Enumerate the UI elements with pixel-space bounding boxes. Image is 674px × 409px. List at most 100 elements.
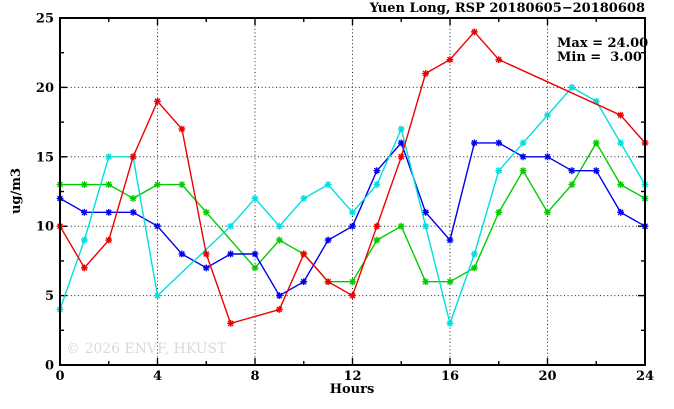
x-tick-label: 8 [250, 369, 259, 384]
y-tick-label: 25 [36, 12, 54, 27]
marker-cyan [300, 195, 308, 202]
marker-blue [202, 264, 210, 272]
marker-red [470, 28, 478, 36]
series-red [56, 28, 649, 327]
marker-blue [495, 139, 503, 147]
marker-green [519, 167, 527, 175]
marker-blue [544, 153, 551, 161]
x-tick-label: 12 [343, 369, 361, 384]
watermark: © 2026 ENVF, HKUST [66, 341, 227, 357]
y-tick-label: 5 [45, 289, 54, 304]
marker-cyan [422, 222, 430, 230]
series-line-red [59, 30, 646, 325]
marker-green [446, 278, 454, 286]
series-cyan [56, 84, 649, 327]
marker-green [617, 181, 625, 188]
marker-cyan [470, 250, 478, 258]
y-tick-label: 20 [36, 81, 54, 96]
marker-blue [349, 222, 356, 230]
marker-blue [105, 208, 113, 216]
marker-red [495, 56, 503, 64]
marker-green [592, 139, 600, 147]
marker-red [178, 125, 186, 133]
marker-green [470, 264, 478, 272]
marker-green [251, 264, 259, 272]
marker-red [275, 306, 283, 313]
marker-cyan [324, 181, 332, 188]
x-tick-label: 20 [538, 369, 556, 384]
y-tick-label: 15 [36, 150, 54, 165]
marker-blue [422, 208, 430, 216]
marker-red [397, 153, 405, 161]
x-tick-label: 4 [153, 369, 162, 384]
marker-green [275, 236, 283, 244]
marker-red [80, 264, 88, 272]
data-series [56, 28, 649, 327]
axis-tick-labels: 0 4 8 12 16 20 24 0 5 10 15 20 25 [36, 12, 654, 385]
marker-green [154, 181, 161, 188]
marker-red [324, 278, 332, 286]
x-axis-label: Hours [330, 382, 375, 397]
marker-green [105, 181, 113, 188]
marker-blue [129, 208, 137, 216]
marker-cyan [373, 181, 381, 188]
marker-blue [617, 208, 625, 216]
gridlines [60, 18, 645, 365]
marker-cyan [227, 222, 235, 230]
marker-cyan [495, 167, 503, 175]
marker-cyan [80, 236, 88, 244]
legend-max-label: Max = 24.00 [557, 36, 648, 51]
marker-blue [251, 250, 259, 258]
marker-green [129, 195, 137, 202]
axis-ticks [59, 17, 646, 366]
marker-green [544, 208, 551, 216]
marker-red [373, 222, 381, 230]
marker-green [373, 236, 381, 244]
marker-green [397, 222, 405, 230]
marker-green [349, 278, 356, 286]
marker-blue [154, 222, 161, 230]
series-blue [56, 139, 649, 299]
marker-cyan [154, 292, 161, 299]
marker-red [446, 56, 454, 64]
marker-blue [227, 250, 235, 258]
marker-blue [80, 208, 88, 216]
marker-blue [470, 139, 478, 147]
marker-cyan [105, 153, 113, 161]
marker-cyan [568, 84, 576, 91]
marker-blue [519, 153, 527, 161]
marker-cyan [617, 139, 625, 147]
marker-cyan [592, 97, 600, 105]
x-tick-label: 0 [55, 369, 64, 384]
marker-blue [592, 167, 600, 175]
x-tick-label: 24 [636, 369, 654, 384]
marker-red [154, 97, 161, 105]
marker-red [349, 292, 356, 299]
marker-green [495, 208, 503, 216]
marker-blue [568, 167, 576, 175]
marker-green [178, 181, 186, 188]
y-tick-label: 0 [45, 359, 54, 374]
marker-cyan [397, 125, 405, 133]
marker-cyan [519, 139, 527, 147]
marker-cyan [544, 111, 551, 119]
y-axis-label: ug/m3 [9, 168, 24, 214]
marker-red [129, 153, 137, 161]
marker-blue [275, 292, 283, 299]
marker-blue [324, 236, 332, 244]
marker-blue [300, 278, 308, 286]
marker-green [202, 208, 210, 216]
marker-red [617, 111, 625, 119]
marker-blue [178, 250, 186, 258]
marker-red [422, 70, 430, 77]
marker-cyan [275, 222, 283, 230]
marker-cyan [251, 195, 259, 202]
marker-green [422, 278, 430, 286]
marker-red [227, 319, 235, 327]
plot-border [59, 17, 646, 366]
marker-red [202, 250, 210, 258]
legend-min-label: Min = 3.00 [557, 50, 642, 65]
chart-title: Yuen Long, RSP 20180605−20180608 [369, 1, 645, 16]
